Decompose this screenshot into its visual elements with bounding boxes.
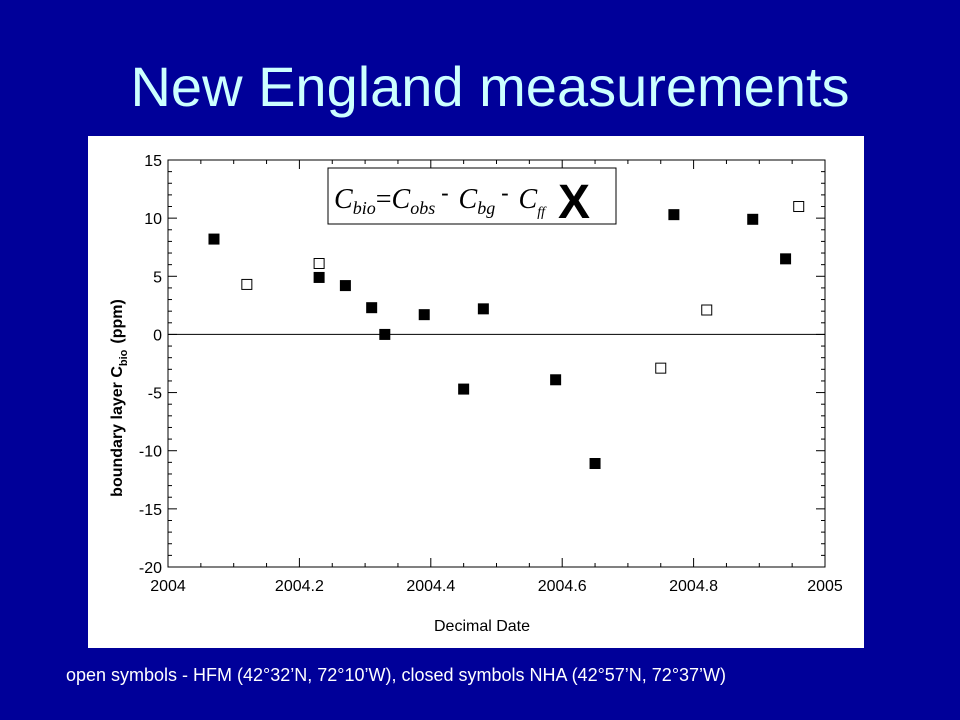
x-tick-label: 2004.6: [538, 578, 587, 595]
equation-text: Cbio=Cobs- Cbg- Cff: [334, 180, 547, 220]
open-symbol-point: [793, 201, 805, 213]
open-symbol-point: [701, 304, 713, 316]
y-tick-label: 0: [153, 327, 162, 344]
closed-symbol-point: [366, 302, 378, 314]
x-tick-label: 2004.2: [275, 578, 324, 595]
x-tick-label: 2005: [807, 578, 843, 595]
slide-caption: open symbols - HFM (42°32’N, 72°10’W), c…: [66, 665, 727, 685]
closed-symbol-point: [589, 458, 601, 470]
y-tick-label: -5: [148, 386, 162, 403]
closed-symbol-point: [379, 328, 391, 340]
equation-overlay-x: X: [558, 176, 590, 229]
y-tick-label: 15: [144, 153, 162, 170]
ticks-group: 2004 2004.2 2004.4 2004.6 2004.8 2005 -20 -15 -1…: [139, 153, 843, 595]
x-tick-label: 2004.8: [669, 578, 718, 595]
x-tick-label: 2004: [150, 578, 186, 595]
closed-symbol-point: [208, 233, 220, 245]
scatter-chart: 2004 2004.2 2004.4 2004.6 2004.8 2005 -20 -15 -1…: [109, 153, 843, 635]
y-tick-label: -10: [139, 444, 162, 461]
open-symbol-point: [655, 362, 667, 374]
y-tick-label: 5: [153, 269, 162, 286]
open-symbol-point: [313, 257, 325, 269]
x-axis-title: Decimal Date: [434, 618, 530, 635]
y-tick-label: 10: [144, 211, 162, 228]
x-tick-label: 2004.4: [406, 578, 455, 595]
closed-symbol-point: [313, 271, 325, 283]
closed-symbol-point: [747, 213, 759, 225]
chart-panel: 2004 2004.2 2004.4 2004.6 2004.8 2005 -20 -15 -1…: [88, 136, 864, 648]
closed-symbol-point: [780, 253, 792, 265]
closed-symbol-point: [339, 280, 351, 292]
y-tick-label: -20: [139, 560, 162, 577]
slide-title: New England measurements: [130, 55, 850, 118]
closed-symbol-point: [418, 309, 430, 321]
y-axis-title: boundary layer Cbio (ppm): [109, 299, 130, 497]
closed-symbol-point: [477, 303, 489, 315]
y-axis-title-sub: bio: [118, 349, 130, 366]
y-axis-title-unit: (ppm): [109, 299, 126, 343]
closed-symbol-point: [550, 374, 562, 386]
closed-symbol-point: [668, 209, 680, 221]
equation-box: Cbio=Cobs- Cbg- Cff X: [327, 167, 617, 229]
y-tick-label: -15: [139, 502, 162, 519]
closed-symbol-point: [458, 383, 470, 395]
open-symbol-point: [241, 278, 253, 290]
points-group: [208, 201, 805, 470]
y-axis-title-main: boundary layer C: [109, 366, 126, 497]
